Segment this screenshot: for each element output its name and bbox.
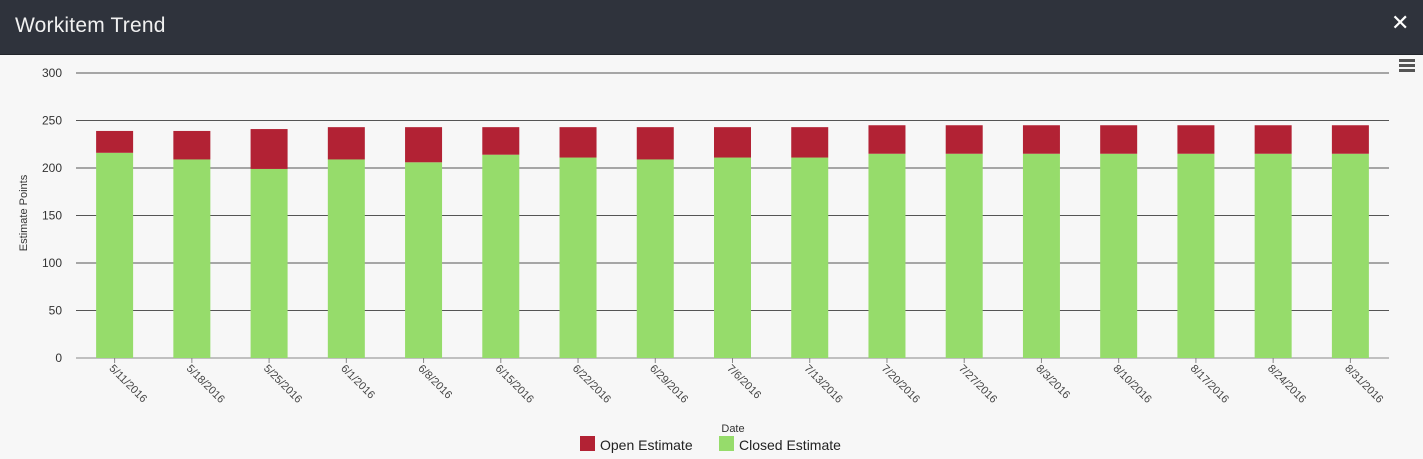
bar-closed-7[interactable] <box>636 159 674 358</box>
bar-open-12[interactable] <box>1022 125 1060 154</box>
bar-closed-11[interactable] <box>945 153 983 358</box>
x-tick-label: 6/29/2016 <box>647 363 690 406</box>
y-tick-label: 200 <box>42 161 62 175</box>
bar-closed-4[interactable] <box>405 162 443 358</box>
bar-closed-9[interactable] <box>791 157 829 358</box>
y-tick-label: 0 <box>55 351 62 365</box>
chart-area: 0 50 100 150 200 250 300 5/11/2016 5/18/2016 5/2… <box>0 55 1423 454</box>
bar-closed-2[interactable] <box>250 168 288 358</box>
x-axis-label: Date <box>721 423 744 435</box>
bar-open-7[interactable] <box>636 127 674 160</box>
x-tick-label: 7/20/2016 <box>879 363 922 406</box>
x-tick-label: 8/24/2016 <box>1265 363 1308 406</box>
x-tick-label: 8/17/2016 <box>1188 363 1231 406</box>
x-tick-label: 5/25/2016 <box>261 363 304 406</box>
bar-open-13[interactable] <box>1100 125 1138 154</box>
bar-closed-0[interactable] <box>96 152 134 358</box>
bars <box>96 125 1369 358</box>
x-tick-label: 5/11/2016 <box>106 363 149 406</box>
legend-label-1[interactable]: Closed Estimate <box>739 437 841 453</box>
legend-swatch-0[interactable] <box>580 436 595 451</box>
x-tick-label: 8/31/2016 <box>1342 363 1385 406</box>
bar-closed-8[interactable] <box>714 157 751 358</box>
bar-open-4[interactable] <box>405 127 443 163</box>
x-tick-label: 6/8/2016 <box>415 363 454 402</box>
bar-open-11[interactable] <box>945 125 983 154</box>
bar-closed-3[interactable] <box>327 159 365 358</box>
bar-open-6[interactable] <box>559 127 597 158</box>
y-tick-label: 150 <box>42 209 62 223</box>
bar-closed-1[interactable] <box>173 159 211 358</box>
bar-open-0[interactable] <box>96 130 134 153</box>
y-axis-label: Estimate Points <box>18 174 30 251</box>
bar-open-14[interactable] <box>1177 125 1215 154</box>
bar-closed-14[interactable] <box>1177 153 1215 358</box>
bar-open-10[interactable] <box>868 125 906 154</box>
x-tick-label: 5/18/2016 <box>184 363 227 406</box>
bar-closed-6[interactable] <box>559 157 597 358</box>
x-tick-label: 6/22/2016 <box>570 363 613 406</box>
x-tick-label: 7/13/2016 <box>802 363 845 406</box>
bar-open-1[interactable] <box>173 130 211 160</box>
bar-open-8[interactable] <box>714 127 751 158</box>
y-tick-label: 300 <box>42 66 62 80</box>
x-tick-label: 7/27/2016 <box>956 363 999 406</box>
bar-closed-13[interactable] <box>1100 153 1138 358</box>
window-title: Workitem Trend <box>15 14 166 37</box>
stacked-bar-chart: 0 50 100 150 200 250 300 5/11/2016 5/18/2016 5/2… <box>18 66 1389 453</box>
x-tick-label: 6/1/2016 <box>338 363 377 402</box>
x-tick-label: 6/15/2016 <box>493 363 536 406</box>
close-icon[interactable]: ✕ <box>1391 10 1410 35</box>
bar-open-15[interactable] <box>1254 125 1292 154</box>
x-tick-label: 8/3/2016 <box>1033 363 1072 402</box>
legend: Open Estimate Closed Estimate <box>580 436 841 453</box>
bar-closed-15[interactable] <box>1254 153 1292 358</box>
y-tick-label: 50 <box>49 304 63 318</box>
legend-label-0[interactable]: Open Estimate <box>600 437 693 453</box>
bar-open-5[interactable] <box>482 127 520 155</box>
x-axis-ticks: 5/11/2016 5/18/2016 5/25/2016 6/1/2016 6/8/2… <box>106 358 1385 406</box>
x-tick-label: 7/6/2016 <box>724 363 763 402</box>
bar-open-3[interactable] <box>327 127 365 160</box>
legend-swatch-1[interactable] <box>719 436 734 451</box>
bar-open-2[interactable] <box>250 129 288 169</box>
bar-closed-16[interactable] <box>1331 153 1369 358</box>
bar-closed-12[interactable] <box>1022 153 1060 358</box>
hamburger-menu-icon[interactable] <box>1399 59 1415 73</box>
y-tick-label: 100 <box>42 256 62 270</box>
y-axis-ticks: 0 50 100 150 200 250 300 <box>42 66 62 365</box>
bar-open-9[interactable] <box>791 127 829 158</box>
bar-open-16[interactable] <box>1331 125 1369 154</box>
titlebar: Workitem Trend ✕ <box>0 0 1423 55</box>
bar-closed-10[interactable] <box>868 153 906 358</box>
x-tick-label: 8/10/2016 <box>1111 363 1154 406</box>
bar-closed-5[interactable] <box>482 154 520 358</box>
y-tick-label: 250 <box>42 114 62 128</box>
